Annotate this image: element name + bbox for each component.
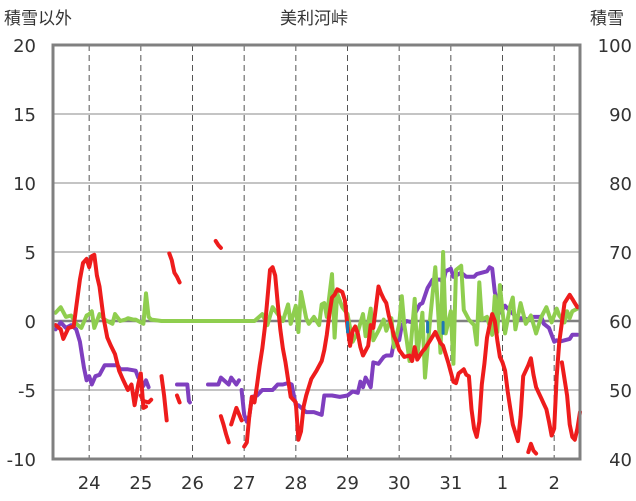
right-y-tick-labels: 100 90 80 70 60 50 40 bbox=[598, 36, 632, 471]
x-tick-label: 31 bbox=[439, 473, 462, 494]
right-y-tick-label: 80 bbox=[609, 174, 632, 195]
series-line bbox=[213, 239, 223, 250]
right-y-tick-label: 90 bbox=[609, 105, 632, 126]
series-line bbox=[138, 393, 154, 405]
right-y-tick-label: 40 bbox=[609, 450, 632, 471]
series-line bbox=[175, 382, 192, 405]
plot-frame bbox=[51, 43, 582, 461]
series-line bbox=[242, 265, 580, 449]
chart-title: 美利河峠 bbox=[280, 9, 348, 29]
series-line bbox=[175, 393, 182, 405]
x-tick-label: 1 bbox=[497, 473, 508, 494]
x-tick-label: 28 bbox=[284, 473, 307, 494]
left-y-tick-label: 15 bbox=[13, 105, 36, 126]
series-line bbox=[218, 414, 231, 445]
x-tick-label: 2 bbox=[548, 473, 559, 494]
left-y-tick-label: 0 bbox=[25, 312, 36, 333]
x-tick-labels: 24 25 26 27 28 29 30 31 1 2 bbox=[78, 473, 560, 494]
series-line bbox=[229, 405, 244, 427]
x-tick-label: 30 bbox=[388, 473, 411, 494]
series-line bbox=[526, 441, 539, 456]
series-line bbox=[53, 252, 148, 410]
left-axis-title: 積雪以外 bbox=[4, 9, 72, 29]
right-y-tick-label: 60 bbox=[609, 312, 632, 333]
right-y-tick-label: 50 bbox=[609, 381, 632, 402]
left-y-tick-label: -10 bbox=[7, 450, 36, 471]
x-tick-label: 26 bbox=[181, 473, 204, 494]
x-tick-label: 27 bbox=[233, 473, 256, 494]
right-y-tick-label: 100 bbox=[598, 36, 632, 57]
series-layer bbox=[53, 239, 582, 456]
x-tick-label: 25 bbox=[129, 473, 152, 494]
left-y-tick-labels: 20 15 10 5 0 -5 -10 bbox=[7, 36, 36, 471]
right-y-tick-label: 70 bbox=[609, 243, 632, 264]
series-2 bbox=[53, 239, 582, 456]
left-y-tick-label: 5 bbox=[25, 243, 36, 264]
series-line bbox=[559, 360, 582, 442]
right-axis-title: 積雪 bbox=[590, 9, 624, 29]
left-y-tick-label: 10 bbox=[13, 174, 36, 195]
left-y-tick-label: -5 bbox=[18, 381, 36, 402]
left-y-tick-label: 20 bbox=[13, 36, 36, 57]
series-3 bbox=[346, 320, 445, 335]
series-line bbox=[167, 251, 182, 285]
series-line bbox=[159, 374, 169, 423]
x-tick-label: 24 bbox=[78, 473, 101, 494]
x-tick-label: 29 bbox=[336, 473, 359, 494]
series-line bbox=[206, 375, 241, 387]
